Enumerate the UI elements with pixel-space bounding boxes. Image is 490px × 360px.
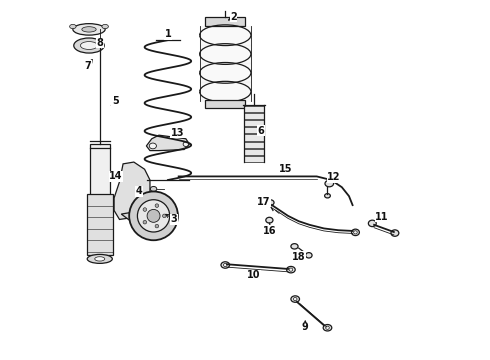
Ellipse shape	[294, 297, 297, 301]
Ellipse shape	[102, 24, 108, 29]
Text: 11: 11	[375, 212, 389, 221]
Bar	[87, 194, 113, 255]
Text: 12: 12	[327, 172, 341, 182]
Ellipse shape	[287, 266, 295, 273]
Ellipse shape	[163, 214, 166, 218]
Text: 18: 18	[292, 252, 306, 262]
Ellipse shape	[155, 204, 159, 207]
Bar	[205, 100, 245, 108]
Ellipse shape	[129, 192, 178, 240]
Text: 17: 17	[257, 197, 271, 207]
Ellipse shape	[266, 200, 274, 206]
Text: 14: 14	[109, 171, 122, 181]
Ellipse shape	[70, 24, 76, 29]
Ellipse shape	[74, 38, 104, 53]
Text: 15: 15	[279, 164, 293, 174]
Ellipse shape	[368, 220, 376, 226]
Text: 5: 5	[112, 96, 119, 106]
Ellipse shape	[351, 229, 359, 235]
Ellipse shape	[155, 224, 159, 228]
Ellipse shape	[291, 296, 299, 302]
Ellipse shape	[149, 143, 156, 149]
Ellipse shape	[137, 200, 170, 232]
Ellipse shape	[95, 257, 105, 261]
Text: 9: 9	[302, 322, 309, 332]
Ellipse shape	[354, 231, 357, 234]
Ellipse shape	[223, 264, 227, 267]
Ellipse shape	[87, 255, 112, 264]
Ellipse shape	[325, 180, 334, 187]
Ellipse shape	[143, 220, 147, 224]
Ellipse shape	[291, 244, 298, 249]
Ellipse shape	[183, 142, 189, 147]
Ellipse shape	[269, 229, 275, 234]
Ellipse shape	[147, 210, 160, 222]
Polygon shape	[122, 212, 150, 228]
Polygon shape	[147, 135, 190, 150]
Polygon shape	[114, 162, 150, 220]
Text: 3: 3	[171, 215, 177, 224]
Ellipse shape	[324, 194, 330, 198]
Ellipse shape	[82, 27, 96, 32]
Ellipse shape	[306, 253, 312, 258]
Ellipse shape	[323, 324, 332, 331]
Text: 6: 6	[257, 126, 264, 135]
Text: 13: 13	[171, 128, 184, 138]
Text: 2: 2	[230, 12, 237, 22]
Ellipse shape	[326, 326, 329, 329]
Bar	[244, 127, 264, 134]
Bar	[244, 149, 264, 155]
Bar	[244, 120, 264, 126]
Text: 7: 7	[85, 61, 91, 71]
Text: 8: 8	[97, 38, 103, 48]
Ellipse shape	[289, 268, 293, 271]
Text: 10: 10	[247, 270, 260, 280]
Ellipse shape	[266, 217, 273, 223]
Bar	[244, 106, 264, 112]
Bar	[244, 113, 264, 119]
Text: 1: 1	[165, 29, 172, 39]
Ellipse shape	[221, 262, 230, 268]
Ellipse shape	[73, 24, 105, 35]
Text: 16: 16	[263, 226, 277, 236]
Bar	[244, 141, 264, 148]
Ellipse shape	[150, 186, 157, 192]
Bar	[90, 144, 110, 198]
Bar	[244, 134, 264, 140]
Ellipse shape	[143, 208, 147, 211]
Ellipse shape	[80, 41, 98, 49]
Ellipse shape	[391, 230, 399, 236]
Bar	[205, 17, 245, 26]
Text: 4: 4	[136, 186, 143, 197]
Bar	[244, 156, 264, 162]
